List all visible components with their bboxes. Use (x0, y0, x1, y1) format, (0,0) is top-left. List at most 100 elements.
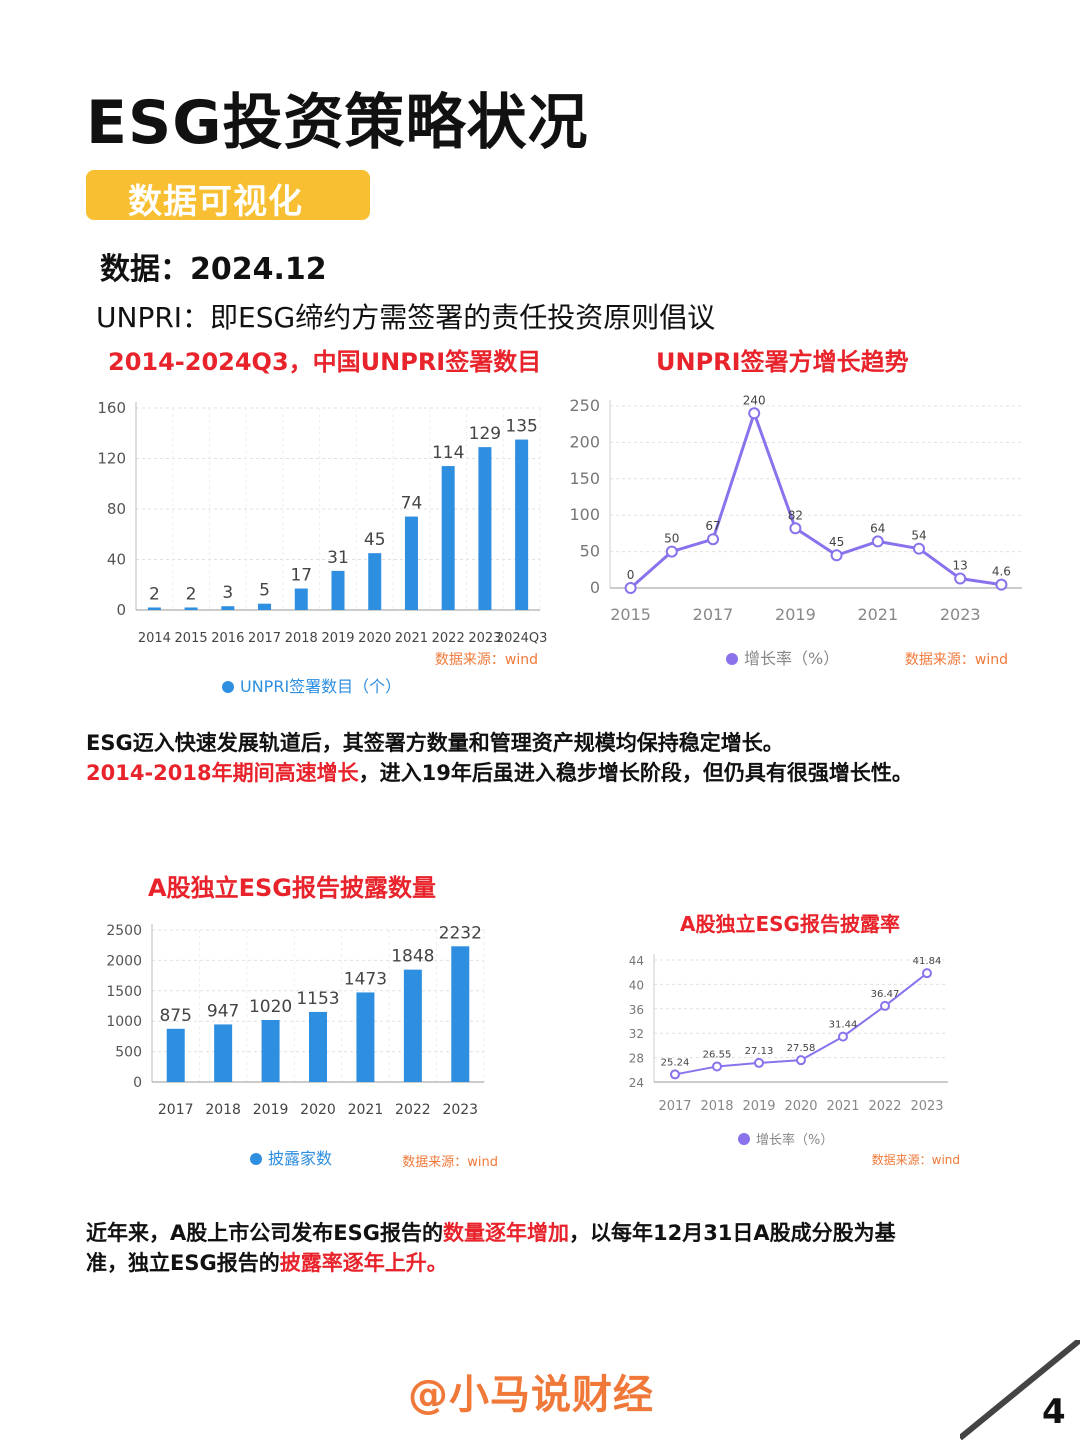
data-point (922, 968, 932, 979)
bar (221, 606, 235, 610)
y-tick-label: 40 (107, 551, 126, 569)
paragraph-2-text-c: 准，独立ESG报告的 (86, 1251, 280, 1275)
paragraph-1-line1: ESG迈入快速发展轨道后，其签署方数量和管理资产规模均保持稳定增长。 (86, 731, 784, 755)
data-label: 31 (327, 548, 349, 568)
data-point (913, 542, 925, 555)
data-label: 64 (870, 521, 885, 535)
x-tick-label: 2015 (610, 605, 651, 624)
bar (451, 946, 470, 1082)
data-label: 41.84 (913, 956, 942, 967)
data-label: 135 (505, 417, 537, 437)
paragraph-1-highlight: 2014-2018年期间高速增长 (86, 761, 359, 785)
y-tick-label: 80 (107, 500, 126, 518)
data-point (796, 1055, 806, 1066)
data-label: 27.13 (745, 1046, 774, 1057)
legend-marker (250, 1153, 262, 1165)
data-label: 5 (259, 581, 270, 601)
page-number: 4 (1042, 1392, 1066, 1432)
data-label: 2 (149, 584, 160, 604)
y-tick-label: 28 (629, 1052, 644, 1066)
data-label: 114 (432, 443, 464, 463)
data-point (670, 1069, 680, 1080)
paragraph-2-line1: 近年来，A股上市公司发布ESG报告的数量逐年增加，以每年12月31日A股成分股为… (86, 1218, 896, 1248)
series-line (629, 408, 1002, 590)
data-point (880, 1000, 890, 1011)
y-tick-label: 44 (629, 954, 644, 968)
data-label: 27.58 (787, 1043, 816, 1054)
data-point (789, 522, 802, 535)
bar (441, 466, 455, 610)
paragraph-2-line2: 准，独立ESG报告的披露率逐年上升。 (86, 1248, 896, 1278)
chart1-unpri-count: 0 40 80 120 160 2 2014 2 2015 3 2016 5 2017 17 2018 31 2… (97, 399, 547, 696)
x-tick-label: 2014 (138, 631, 171, 646)
bar (478, 447, 492, 610)
corner-stripe (960, 1340, 1080, 1440)
data-point (712, 1061, 722, 1072)
x-tick-label: 2017 (658, 1099, 691, 1114)
data-label: 54 (911, 529, 926, 543)
legend-label: 披露家数 (268, 1149, 332, 1168)
y-tick-label: 0 (133, 1075, 142, 1091)
data-label: 2232 (439, 923, 482, 943)
x-tick-label: 2019 (775, 605, 816, 624)
bar (184, 607, 198, 610)
chart3-esg-report-count: 0 500 1000 1500 2000 2500 875 2017 947 2018 1020 20… (106, 923, 498, 1170)
data-label: 875 (159, 1006, 191, 1026)
legend-label: UNPRI签署数目（个） (240, 677, 401, 696)
chart3-title: A股独立ESG报告披露数量 (148, 874, 436, 902)
data-label: 74 (401, 494, 423, 514)
bar (331, 570, 345, 610)
paragraph-2-text-a: 近年来，A股上市公司发布ESG报告的 (86, 1221, 443, 1245)
data-label: 1848 (391, 947, 434, 967)
x-tick-label: 2022 (432, 631, 465, 646)
bar (261, 1019, 280, 1082)
data-point (871, 535, 884, 548)
x-tick-label: 2019 (321, 631, 354, 646)
y-tick-label: 32 (629, 1027, 644, 1041)
x-tick-label: 2017 (693, 605, 734, 624)
bar (258, 603, 272, 610)
author-signature: @小马说财经 (408, 1372, 654, 1418)
data-label: 0 (627, 568, 635, 582)
bar (368, 553, 382, 610)
y-tick-label: 2000 (106, 953, 142, 969)
x-tick-label: 2016 (211, 631, 244, 646)
y-tick-label: 0 (590, 578, 600, 597)
bar (403, 969, 422, 1082)
paragraph-2-highlight-1: 数量逐年增加 (442, 1221, 569, 1245)
legend-marker (222, 681, 234, 693)
data-source: 数据来源：wind (402, 1155, 498, 1170)
paragraph-1-line2: 2014-2018年期间高速增长，进入19年后虽进入稳步增长阶段，但仍具有很强增… (86, 758, 913, 788)
x-tick-label: 2019 (742, 1099, 775, 1114)
data-point (707, 533, 719, 546)
y-tick-label: 500 (115, 1045, 142, 1061)
bar (356, 992, 375, 1082)
bar (147, 607, 161, 610)
chart4-esg-disclosure-rate: 24 28 32 36 40 44 25.24 26.55 27.13 27.58 31.44 36.… (629, 954, 960, 1167)
data-label: 67 (705, 519, 720, 533)
y-tick-label: 1000 (106, 1014, 142, 1030)
corner-decoration (960, 1340, 1080, 1440)
data-point (748, 407, 761, 420)
data-label: 4.6 (992, 565, 1011, 579)
data-label: 50 (664, 532, 679, 546)
y-tick-label: 36 (629, 1003, 644, 1017)
data-point (665, 545, 678, 558)
y-tick-label: 160 (97, 399, 126, 417)
x-tick-label: 2020 (358, 631, 391, 646)
data-label: 17 (290, 566, 312, 586)
data-label: 947 (207, 1001, 239, 1021)
x-tick-label: 2018 (700, 1099, 733, 1114)
data-label: 45 (364, 530, 386, 550)
data-point (830, 549, 843, 562)
data-point (754, 1057, 764, 1068)
bar (309, 1011, 327, 1082)
data-point (624, 582, 637, 594)
data-label: 26.55 (703, 1049, 732, 1060)
data-label: 36.47 (871, 989, 900, 1000)
data-label: 82 (788, 508, 803, 522)
chart2-title: UNPRI签署方增长趋势 (656, 348, 909, 376)
paragraph-1: ESG迈入快速发展轨道后，其签署方数量和管理资产规模均保持稳定增长。 2014-… (86, 728, 913, 788)
data-label: 240 (743, 393, 766, 407)
data-source: 数据来源：wind (435, 652, 538, 668)
